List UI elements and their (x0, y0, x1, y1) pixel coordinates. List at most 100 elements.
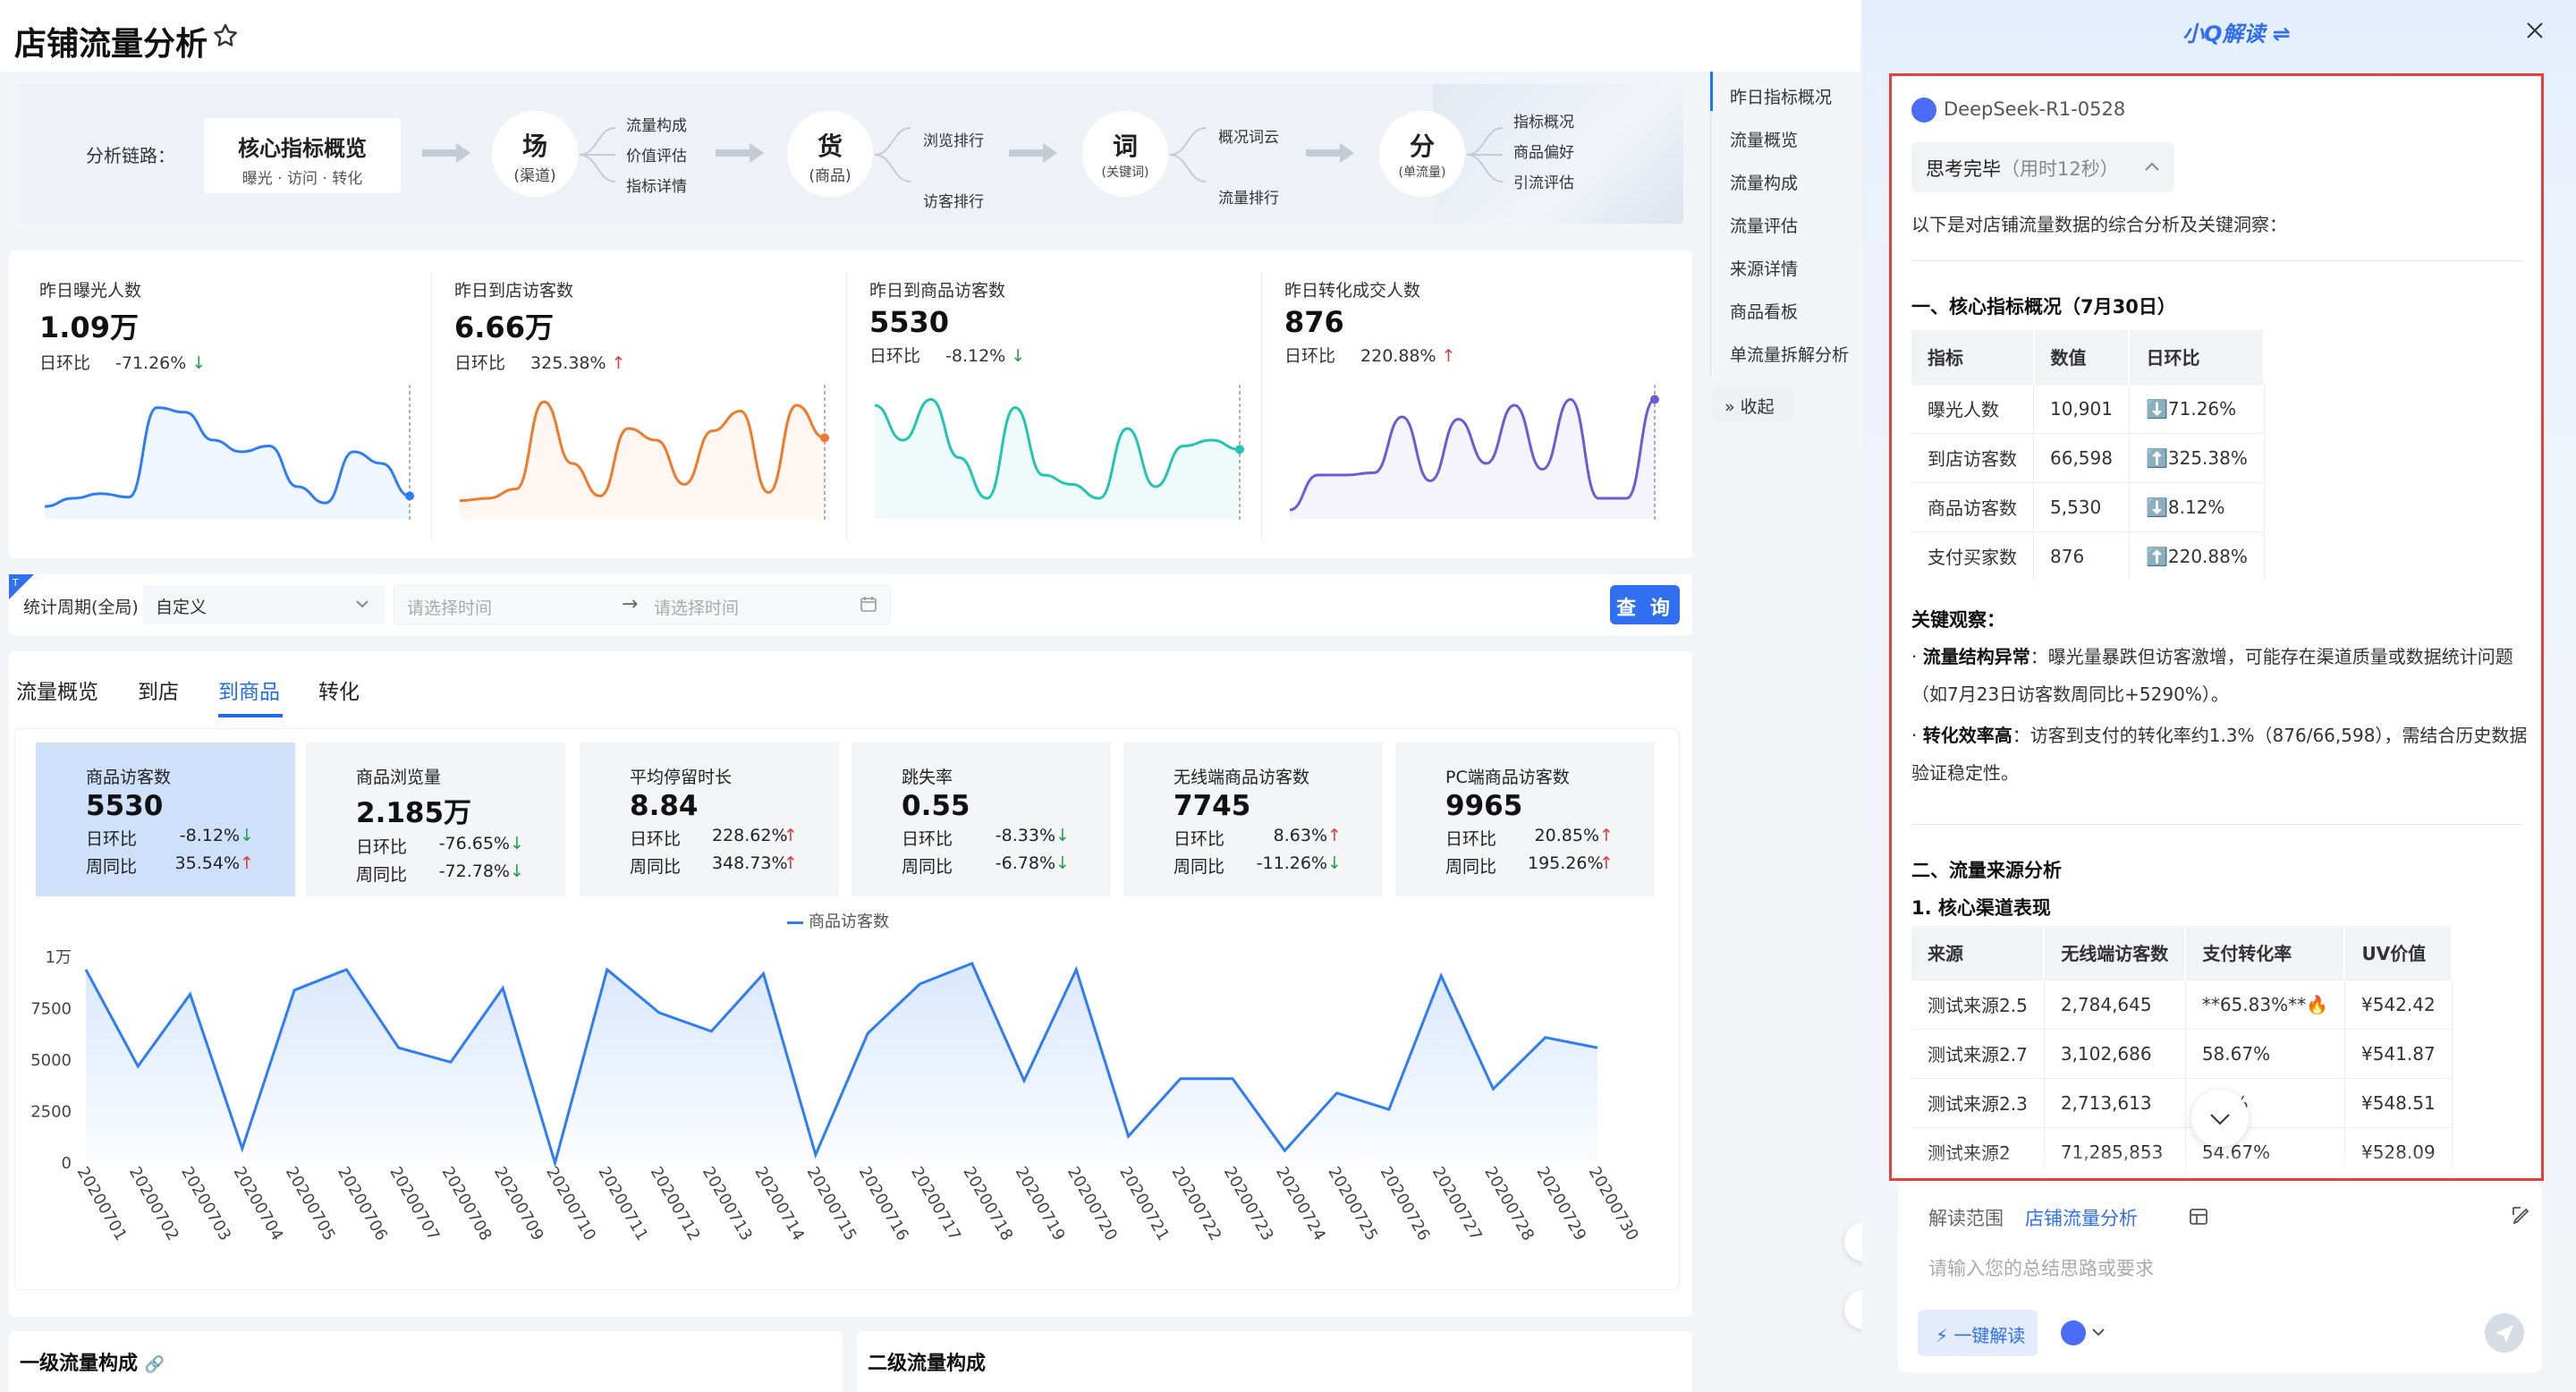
chain-node-keyword[interactable]: 词 (关键词) (1082, 111, 1168, 197)
chain-link[interactable]: 访客排行 (923, 193, 984, 211)
arrow-up-icon: ↑ (240, 853, 254, 873)
x-tick-label: 20200725 (1324, 1164, 1381, 1244)
side-item[interactable]: 来源详情 (1730, 259, 1799, 279)
date-range-picker[interactable]: 请选择时间 → 请选择时间 (394, 585, 891, 624)
chain-link[interactable]: 商品偏好 (1513, 144, 1574, 162)
side-item[interactable]: 商品看板 (1730, 302, 1799, 322)
chevron-down-icon (356, 600, 369, 608)
link-icon[interactable]: 🔗 (144, 1355, 165, 1374)
kpi-card[interactable]: PC端商品访客数 9965 日环比 20.85% ↑ 周同比 195.26% ↑ (1395, 743, 1655, 896)
thinking-toggle[interactable]: 思考完毕（用时12秒） (1911, 142, 2174, 192)
chain-link[interactable]: 指标概况 (1513, 114, 1574, 132)
table-row: 到店访客数 66,598 ⬆️325.38% (1911, 432, 2265, 482)
table-header-cell: 无线端访客数 (2044, 926, 2187, 980)
kpi-label: 商品访客数 (86, 768, 172, 787)
kpi-week-value: -6.78% (995, 853, 1055, 873)
collapse-label: 收起 (1740, 397, 1775, 417)
kpi-week-row: 周同比 -72.78% ↓ (356, 862, 565, 886)
kpi-week-row: 周同比 -6.78% ↓ (902, 853, 1111, 878)
kpi-card[interactable]: 商品访客数 5530 日环比 -8.12% ↓ 周同比 35.54% ↑ (36, 743, 295, 896)
divider (1911, 824, 2523, 825)
chart-legend[interactable]: 商品访客数 (787, 909, 889, 932)
kpi-day-value: 20.85% (1534, 826, 1599, 845)
collapse-button[interactable]: » 收起 (1712, 386, 1792, 422)
chain-node-channel[interactable]: 场 (渠道) (492, 111, 578, 197)
kpi-day-value: -76.65% (438, 834, 510, 853)
x-tick-label: 20200710 (542, 1164, 599, 1244)
side-item[interactable]: 流量评估 (1730, 216, 1799, 236)
table-cell: 2,784,645 (2044, 979, 2186, 1029)
one-click-interpret-button[interactable]: ⚡ 一键解读 (1918, 1310, 2038, 1356)
table-cell: ⬇️8.12% (2129, 481, 2265, 531)
kpi-label: 平均停留时长 (630, 768, 733, 787)
assistant-title[interactable]: 小Q解读 ⇌ (2182, 16, 2291, 47)
think-status: 思考完毕 (1926, 158, 2001, 180)
kpi-card[interactable]: 平均停留时长 8.84 日环比 228.62% ↑ 周同比 348.73% ↑ (580, 743, 839, 896)
chain-node-split[interactable]: 分 (单流量) (1379, 111, 1465, 197)
arrow-right-icon (716, 143, 764, 163)
period-select[interactable]: 自定义 (143, 585, 385, 624)
kpi-day-row: 日环比 8.63% ↑ (1174, 826, 1383, 850)
query-button[interactable]: 查 询 (1610, 585, 1680, 624)
kpi-day-label: 日环比 (1445, 829, 1497, 849)
obs-bold: 流量结构异常 (1922, 646, 2030, 667)
side-item[interactable]: 单流量拆解分析 (1730, 345, 1850, 365)
prompt-input[interactable]: 请输入您的总结思路或要求 (1928, 1258, 2154, 1279)
kpi-day-row: 日环比 20.85% ↑ (1445, 826, 1655, 850)
chain-link[interactable]: 引流评估 (1513, 174, 1574, 192)
y-tick-label: 1万 (46, 948, 72, 967)
kpi-card[interactable]: 跳失率 0.55 日环比 -8.33% ↓ 周同比 -6.78% ↓ (852, 743, 1111, 896)
x-tick-label: 20200709 (490, 1164, 547, 1244)
chain-link[interactable]: 流量构成 (626, 117, 687, 135)
kpi-card[interactable]: 无线端商品访客数 7745 日环比 8.63% ↑ 周同比 -11.26% ↓ (1123, 743, 1383, 896)
metric-label: 昨日转化成交人数 (1284, 281, 1421, 301)
obs-bold: 转化效率高 (1922, 725, 2012, 746)
scroll-down-button[interactable] (2191, 1090, 2249, 1147)
side-item[interactable]: 流量概览 (1730, 131, 1799, 150)
scope-value[interactable]: 店铺流量分析 (2025, 1208, 2138, 1229)
secondary-traffic-card: 二级流量构成 (857, 1331, 1692, 1392)
kpi-value: 0.55 (902, 790, 970, 822)
close-icon[interactable] (2524, 20, 2546, 41)
kpi-day-label: 日环比 (86, 829, 138, 849)
tab-overview[interactable]: 流量概览 (16, 681, 98, 704)
core-metrics-node[interactable]: 核心指标概览 曝光 · 访问 · 转化 (204, 118, 401, 193)
x-tick-label: 20200723 (1220, 1164, 1277, 1244)
end-date-input[interactable]: 请选择时间 (654, 598, 740, 618)
start-date-input[interactable]: 请选择时间 (407, 598, 493, 618)
chain-link[interactable]: 概况词云 (1218, 129, 1279, 147)
tab-conversion[interactable]: 转化 (318, 681, 360, 704)
metric-compare: 日环比 220.88% ↑ (1284, 343, 1678, 367)
x-tick-label: 20200707 (386, 1164, 443, 1244)
edit-icon[interactable] (2510, 1204, 2533, 1227)
kpi-card[interactable]: 商品浏览量 2.185万 日环比 -76.65% ↓ 周同比 -72.78% ↓ (306, 743, 565, 896)
chain-node-goods[interactable]: 货 (商品) (787, 111, 873, 197)
chain-link[interactable]: 流量排行 (1218, 190, 1279, 208)
observation-item: · 流量结构异常：曝光量暴跌但访客激增，可能存在渠道质量或数据统计问题（如7月2… (1911, 646, 2513, 705)
table-icon[interactable] (2188, 1206, 2209, 1227)
metric-compare: 日环比 -8.12% ↓ (869, 343, 1263, 367)
core-metrics-sub: 曝光 · 访问 · 转化 (242, 170, 363, 188)
x-tick-label: 20200706 (334, 1164, 391, 1244)
kpi-label: PC端商品访客数 (1445, 768, 1570, 787)
compare-value: 220.88% (1360, 346, 1436, 366)
tab-store[interactable]: 到店 (138, 681, 179, 704)
side-item[interactable]: 流量构成 (1730, 174, 1799, 193)
side-item[interactable]: 昨日指标概况 (1730, 88, 1833, 107)
branch-lines (875, 127, 911, 182)
chain-link[interactable]: 浏览排行 (923, 132, 984, 150)
compare-label: 日环比 (39, 353, 91, 373)
chain-link[interactable]: 指标详情 (626, 178, 687, 196)
kpi-day-label: 日环比 (630, 829, 682, 849)
node-small: (渠道) (513, 167, 556, 185)
send-button[interactable] (2485, 1313, 2524, 1353)
obs-text: ：访客到支付的转化率约1.3%（876/66,598），需结合历史数据验证稳定性… (1911, 725, 2528, 784)
sparkline-area (45, 407, 410, 519)
x-tick-label: 20200728 (1480, 1164, 1538, 1244)
tab-goods[interactable]: 到商品 (218, 681, 280, 704)
chain-link[interactable]: 价值评估 (626, 148, 687, 166)
calendar-icon (860, 597, 877, 612)
kpi-day-row: 日环比 -76.65% ↓ (356, 834, 565, 858)
model-picker[interactable] (2059, 1317, 2111, 1349)
star-icon[interactable] (211, 21, 240, 50)
